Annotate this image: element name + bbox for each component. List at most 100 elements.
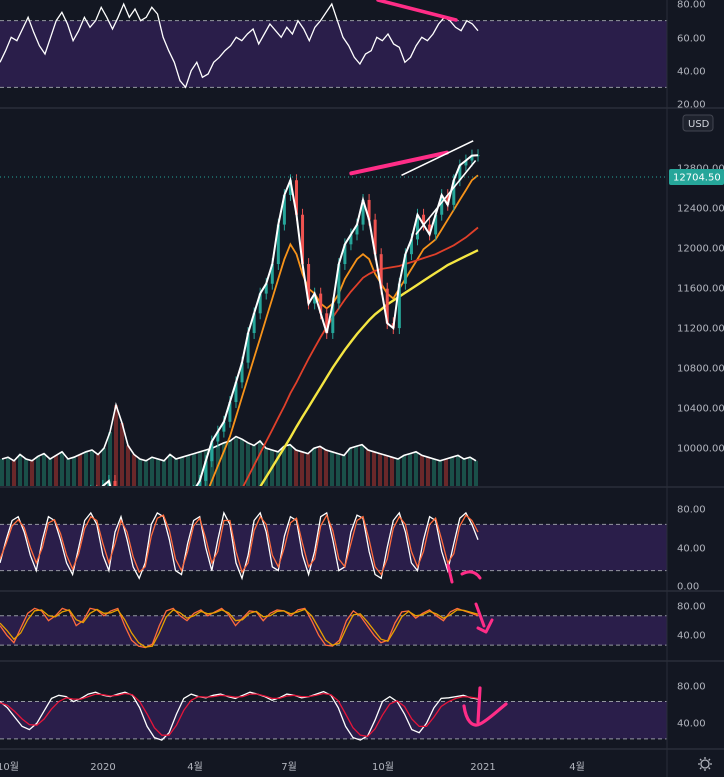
price-axis[interactable]: 80.0060.0040.0020.0012800.0012400.001200… (666, 0, 724, 777)
candle-body (276, 224, 280, 265)
candle-body (198, 480, 202, 486)
rsi-band (0, 20, 667, 88)
volume-bar (156, 459, 160, 486)
candle-body (440, 195, 444, 215)
volume-bar (360, 444, 364, 486)
white-trendline-upper[interactable] (401, 140, 474, 177)
rsi-line-1 (0, 2, 479, 89)
osc1-line-2 (0, 513, 479, 576)
volume-bar (276, 451, 280, 486)
volume-bar (408, 453, 412, 486)
pink-line-rsi (376, 0, 458, 22)
volume-bar (390, 457, 394, 486)
pane-osc3[interactable] (0, 690, 667, 741)
price-line (101, 154, 479, 486)
volume-bar (102, 448, 106, 486)
volume-bar (96, 454, 100, 486)
candle-body (373, 219, 377, 255)
volume-bar (384, 455, 388, 486)
osc2-band (0, 615, 667, 646)
pane-osc2[interactable] (0, 607, 667, 649)
settings-gear-icon[interactable] (698, 757, 712, 771)
volume-bar (114, 405, 118, 486)
x-axis-label: 7월 (281, 761, 297, 773)
volume-bar (396, 459, 400, 486)
volume-bar (456, 455, 460, 486)
currency-badge[interactable] (682, 114, 714, 132)
rsi-y-tick: 40.00 (677, 67, 706, 78)
currency-label: USD (688, 119, 710, 130)
candle-body (246, 333, 250, 363)
last-price-tag[interactable] (669, 169, 724, 185)
candle-body (294, 180, 298, 215)
volume-bar (126, 445, 130, 486)
time-axis[interactable]: 10월 2020 4월 7월 10월 2021 4월 (0, 761, 585, 773)
volume-bar (264, 448, 268, 486)
osc1-line-1 (0, 511, 479, 581)
volume-bar (366, 450, 370, 486)
x-axis-label: 2021 (470, 762, 495, 773)
volume-bar (438, 460, 442, 486)
volume-bar (420, 455, 424, 486)
volume-bar (336, 453, 340, 486)
volume-bar (324, 450, 328, 486)
volume-bar (150, 457, 154, 486)
candle-body (367, 199, 371, 220)
candle-body (470, 155, 474, 161)
volume-bar (180, 457, 184, 486)
volume-bar (192, 453, 196, 486)
volume-bar (222, 442, 226, 486)
candle-body (204, 461, 208, 481)
candle-body (343, 244, 347, 265)
candle-body (379, 254, 383, 289)
candle-body (464, 160, 468, 166)
x-axis-label: 10월 (372, 761, 394, 773)
last-price-value: 12704.50 (673, 173, 721, 184)
candle-body (228, 402, 232, 422)
volume-bar (120, 423, 124, 486)
volume-bar (354, 446, 358, 486)
white-trendline-lower[interactable] (415, 160, 477, 235)
candle-body (403, 254, 407, 284)
candle-body (415, 214, 419, 240)
candle-body (331, 303, 335, 334)
candle-body (409, 239, 413, 255)
pink-trendline[interactable] (349, 150, 449, 176)
volume-bar (402, 455, 406, 486)
rsi-y-tick: 60.00 (677, 34, 706, 45)
volume-bar (132, 454, 136, 486)
chart-panes (0, 2, 724, 750)
candle-body (428, 224, 432, 235)
pink-mark-osc1 (446, 563, 482, 584)
price-y-tick: 10800.00 (677, 364, 724, 375)
volume-bar (18, 454, 22, 486)
pane-price[interactable] (0, 140, 667, 694)
candle-body (301, 214, 305, 265)
pane-rsi[interactable] (0, 2, 667, 89)
candle-body (288, 180, 292, 196)
osc2-y-tick: 40.00 (677, 631, 706, 642)
candle-body (216, 431, 220, 442)
volume-bar (474, 460, 478, 486)
volume-bar (36, 456, 40, 486)
osc2-y-tick: 80.00 (677, 602, 706, 613)
volume-bar (306, 453, 310, 486)
volume-bar (318, 446, 322, 486)
volume-bar (246, 442, 250, 486)
x-axis-label: 4월 (569, 761, 585, 773)
pane-osc1[interactable] (0, 511, 667, 581)
candle-body (452, 180, 456, 205)
volume-bar (348, 448, 352, 486)
volume-bar (108, 432, 112, 486)
volume-bar (426, 457, 430, 486)
volume-bar (30, 460, 34, 486)
candle-body (234, 382, 238, 403)
volume-bar (462, 459, 466, 486)
volume-bar (6, 457, 10, 486)
price-y-tick: 10000.00 (677, 444, 724, 455)
volume-bar (234, 436, 238, 486)
candle-body (397, 283, 401, 329)
osc3-line-2 (0, 692, 479, 738)
candle-body (319, 293, 323, 314)
